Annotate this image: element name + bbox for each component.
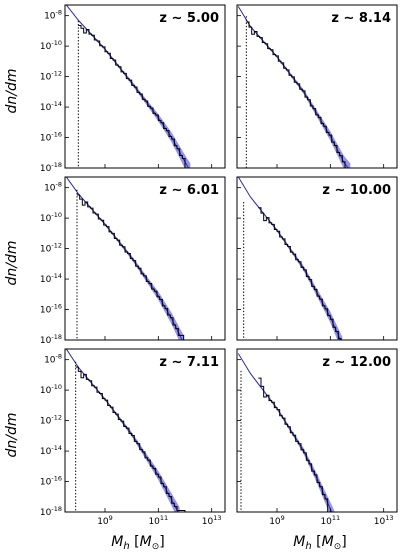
redshift-label: z ∼ 12.00 [322, 355, 391, 370]
x-tick-label: 1013 [202, 514, 222, 527]
panel-3: 10-8 10-10 10-12 10-14 10-16 10-18 z ∼ 6.01 [40, 176, 226, 346]
y-tick-label: 10-10 [40, 211, 62, 224]
histogram-steps [78, 24, 186, 168]
model-line [65, 177, 183, 340]
x-axis-label: Mh [M⊙] [293, 534, 346, 552]
plot-area [65, 5, 191, 168]
panel-1: 10-8 10-10 10-12 10-14 10-16 10-18 z ∼ 5.00 [40, 4, 226, 174]
plot-area [237, 177, 343, 340]
redshift-label: z ∼ 10.00 [322, 183, 391, 198]
histogram-steps [75, 366, 186, 512]
model-uncertainty-band [238, 352, 335, 512]
y-tick-label: 10-12 [40, 242, 62, 255]
redshift-label: z ∼ 6.01 [159, 183, 219, 198]
y-tick-label: 10-18 [40, 161, 62, 174]
x-tick-label: 1011 [148, 514, 168, 527]
x-tick-label: 1013 [374, 514, 394, 527]
y-tick-label: 10-8 [44, 181, 62, 194]
axes-frame [236, 4, 398, 169]
model-uncertainty-band [66, 5, 191, 168]
x-tick-label: 1011 [320, 514, 340, 527]
model-uncertainty-band [66, 177, 184, 340]
model-line [65, 5, 190, 168]
histogram-steps [258, 207, 342, 340]
y-tick-label: 10-12 [40, 70, 62, 83]
plot-area [237, 5, 351, 168]
y-tick-label: 10-18 [40, 505, 62, 518]
axes-frame [64, 176, 226, 341]
panel-6: 109 1011 1013 z ∼ 12.00 [236, 348, 398, 527]
y-tick-label: 10-16 [40, 475, 62, 488]
x-tick-label: 109 [269, 514, 285, 527]
y-tick-label: 10-14 [40, 100, 62, 113]
axes-frame [236, 176, 398, 341]
y-axis-label: dn/dm [4, 240, 20, 285]
model-uncertainty-band [238, 177, 343, 340]
y-axis-label: dn/dm [4, 68, 20, 113]
y-tick-label: 10-16 [40, 303, 62, 316]
histogram-steps [77, 194, 185, 340]
y-tick-label: 10-8 [44, 9, 62, 22]
axes-frame [64, 4, 226, 169]
plot-area [65, 177, 185, 340]
model-uncertainty-band [66, 349, 180, 512]
redshift-label: z ∼ 8.14 [331, 11, 391, 26]
model-line [237, 353, 333, 512]
redshift-label: z ∼ 5.00 [159, 11, 219, 26]
y-tick-label: 10-12 [40, 414, 62, 427]
x-tick-label: 109 [97, 514, 113, 527]
plot-area [237, 352, 335, 512]
histogram-steps [258, 377, 329, 512]
y-tick-label: 10-10 [40, 39, 62, 52]
axes-frame [236, 348, 398, 513]
y-tick-label: 10-16 [40, 131, 62, 144]
panel-4: z ∼ 10.00 [236, 176, 398, 341]
y-tick-label: 10-10 [40, 383, 62, 396]
y-tick-label: 10-8 [44, 353, 62, 366]
y-tick-label: 10-18 [40, 333, 62, 346]
histogram-steps [246, 21, 346, 168]
panel-5: 10-8 10-10 10-12 10-14 10-16 10-18 109 1011 1013… [40, 348, 226, 527]
panel-2: z ∼ 8.14 [236, 4, 398, 169]
axes-frame [64, 348, 226, 513]
y-axis-label: dn/dm [4, 412, 20, 457]
y-tick-label: 10-14 [40, 272, 62, 285]
x-axis-label: Mh [M⊙] [111, 534, 164, 552]
panel-grid: 10-8 10-10 10-12 10-14 10-16 10-18 z ∼ 5.00 z ∼… [40, 4, 398, 527]
redshift-label: z ∼ 7.11 [159, 355, 219, 370]
y-tick-label: 10-14 [40, 444, 62, 457]
model-uncertainty-band [238, 5, 351, 168]
plot-area [65, 349, 186, 512]
